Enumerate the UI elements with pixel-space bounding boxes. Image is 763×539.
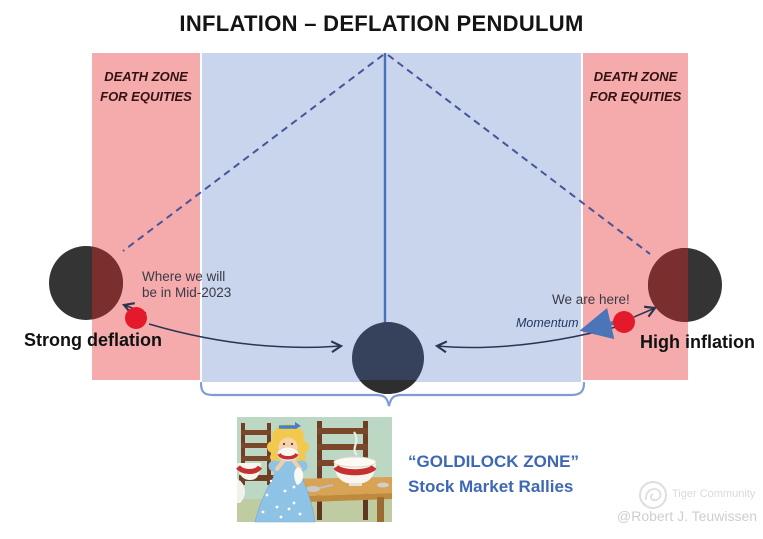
label-strong-deflation: Strong deflation xyxy=(24,330,162,350)
bob-high-inflation xyxy=(648,248,722,322)
goldilock-brace xyxy=(199,381,586,407)
goldilocks-illustration xyxy=(236,417,392,523)
goldilocks-girl-icon xyxy=(254,422,316,523)
watermark-brand: Tiger Community xyxy=(672,488,756,500)
marker-mid2023-dot xyxy=(125,307,147,329)
death-zone-left-label: DEATH ZONE FOR EQUITIES xyxy=(92,67,200,107)
swing-guide-left xyxy=(122,54,384,252)
porridge-bowl-icon xyxy=(333,431,377,486)
arc-arrow-left-to-center xyxy=(148,323,344,353)
chair-left-icon xyxy=(239,423,275,485)
arrow-here-to-bob xyxy=(633,305,658,318)
death-zone-right-line1: DEATH ZONE xyxy=(593,69,678,84)
diagram-title: INFLATION – DEFLATION PENDULUM xyxy=(179,11,584,36)
death-zone-left-line2: FOR EQUITIES xyxy=(100,89,192,104)
tiger-logo-icon xyxy=(639,481,667,509)
death-zone-left-panel xyxy=(92,53,200,380)
label-high-inflation: High inflation xyxy=(640,332,755,352)
annotation-momentum: Momentum xyxy=(516,316,579,330)
bob-goldilock-center xyxy=(352,322,424,394)
watermark-author: @Robert J. Teuwissen xyxy=(617,508,758,524)
swing-guide-right xyxy=(387,54,651,255)
bob-strong-deflation xyxy=(49,246,123,320)
annotation-mid2023-line2: be in Mid-2023 xyxy=(142,285,232,300)
spoon-icon xyxy=(306,482,389,492)
side-bowl-icon xyxy=(236,463,263,503)
annotation-mid2023-line1: Where we will xyxy=(142,269,226,284)
annotation-we-are-here: We are here! xyxy=(552,292,630,307)
goldilock-caption-line2: Stock Market Rallies xyxy=(408,477,574,496)
annotation-mid2023: Where we will be in Mid-2023 xyxy=(142,269,231,301)
death-zone-left-line1: DEATH ZONE xyxy=(104,69,188,84)
goldilock-caption-line1: “GOLDILOCK ZONE” xyxy=(408,452,579,471)
death-zone-right-line2: FOR EQUITIES xyxy=(589,89,682,104)
goldilock-caption: “GOLDILOCK ZONE” Stock Market Rallies xyxy=(408,449,579,499)
marker-we-are-here-dot xyxy=(613,311,635,333)
death-zone-right-label: DEATH ZONE FOR EQUITIES xyxy=(583,67,688,107)
